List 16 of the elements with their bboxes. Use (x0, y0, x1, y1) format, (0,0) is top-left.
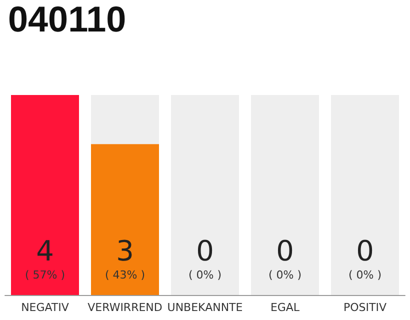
annotation: ( 0% ) (188, 268, 222, 282)
annotation: 0 (356, 234, 374, 268)
x-tick-label: EGAL (270, 301, 300, 314)
x-tick-label: UNBEKANNTE (167, 301, 243, 314)
annotation: 0 (196, 234, 214, 268)
annotation: 4 (36, 234, 54, 268)
chart-title: 040110 (8, 0, 126, 40)
x-tick-label: VERWIRREND (88, 301, 162, 314)
x-tick-label: NEGATIV (21, 301, 70, 314)
data-label: ( 43% ) (104, 268, 146, 282)
annotation: 3 (116, 234, 134, 268)
annotation: 0 (276, 234, 294, 268)
x-tick-label: POSITIV (343, 301, 387, 314)
data-label: ( 57% ) (24, 268, 66, 282)
annotation: ( 0% ) (268, 268, 302, 282)
annotation: ( 0% ) (348, 268, 382, 282)
